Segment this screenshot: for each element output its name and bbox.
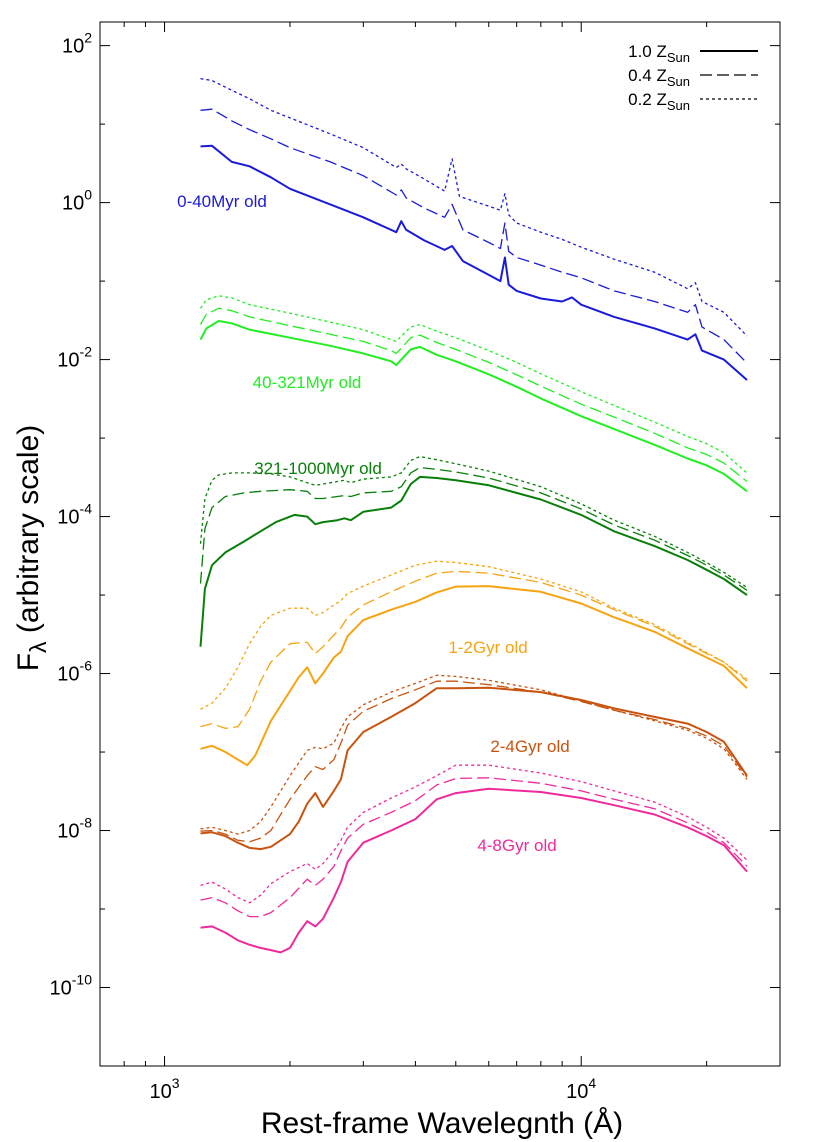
- series-line-1.0: [200, 585, 748, 767]
- series-line-0.4: [200, 570, 748, 730]
- y-axis-title-rest: (arbitrary scale): [12, 425, 45, 642]
- y-tick-label-exp: -8: [80, 815, 93, 831]
- series-line-1.0: [199, 475, 748, 647]
- series-line-1.0: [199, 320, 748, 493]
- y-tick-label: 10-8: [57, 815, 92, 843]
- y-tick-label-base: 10: [57, 821, 79, 843]
- legend-label: 0.4 ZSun: [628, 66, 690, 89]
- series-line-0.2: [200, 674, 748, 835]
- legend-label: 0.2 ZSun: [628, 90, 690, 113]
- y-tick-label-base: 10: [62, 36, 84, 58]
- series-group-5: [200, 764, 748, 954]
- group-labels: 0-40Myr old 40-321Myr old 321-1000Myr old 1…: [177, 192, 570, 855]
- y-tick-label-exp: -6: [80, 658, 93, 674]
- plot-border: [99, 21, 781, 1067]
- x-tick-label-exp: 3: [172, 1075, 180, 1091]
- y-tick-label: 10-4: [57, 501, 92, 529]
- y-tick-label-base: 10: [62, 193, 84, 215]
- y-tick-label: 10-2: [57, 344, 92, 372]
- group-label: 40-321Myr old: [253, 373, 362, 392]
- plot-frame: [99, 21, 781, 1067]
- y-tick-label-exp: 0: [84, 187, 92, 203]
- y-tick-label: 100: [62, 187, 92, 215]
- x-tick-label-base: 10: [566, 1081, 588, 1103]
- x-tick-label-exp: 4: [588, 1075, 596, 1091]
- series-line-0.2: [200, 764, 748, 904]
- y-tick-label-base: 10: [50, 978, 72, 1000]
- x-tick-label: 104: [566, 1075, 596, 1103]
- legend-label-sub: Sun: [667, 50, 690, 65]
- series-line-0.2: [199, 455, 748, 589]
- series-line-0.4: [199, 466, 748, 591]
- series-line-1.0: [200, 144, 748, 381]
- series-line-0.4: [200, 108, 748, 364]
- series-line-0.4: [200, 777, 748, 918]
- series-line-0.4: [199, 307, 748, 483]
- x-tick-label-base: 10: [150, 1081, 172, 1103]
- legend-label-sub: Sun: [667, 74, 690, 89]
- y-tick-label-exp: -2: [80, 344, 93, 360]
- group-label: 321-1000Myr old: [254, 459, 382, 478]
- y-tick-label-exp: 2: [84, 30, 92, 46]
- series-group-1: [199, 295, 748, 493]
- y-tick-label: 10-6: [57, 658, 92, 686]
- series-group-4: [200, 674, 748, 851]
- series-line-0.2: [200, 560, 748, 710]
- series-group-2: [199, 455, 748, 647]
- series-line-0.4: [200, 680, 748, 843]
- y-tick-label-base: 10: [57, 507, 79, 529]
- group-label: 0-40Myr old: [177, 192, 267, 211]
- series-group-0: [200, 77, 748, 381]
- y-axis-title: Fλ (arbitrary scale): [12, 425, 51, 672]
- y-tick-label: 102: [62, 30, 92, 58]
- y-tick-label-exp: -10: [72, 972, 92, 988]
- group-label: 2-4Gyr old: [490, 737, 569, 756]
- series-line-1.0: [200, 787, 748, 954]
- y-tick-label: 10-10: [50, 972, 93, 1000]
- y-tick-label-base: 10: [57, 664, 79, 686]
- x-tick-label: 103: [150, 1075, 180, 1103]
- legend-label: 1.0 ZSun: [628, 42, 690, 65]
- legend-label-sub: Sun: [667, 98, 690, 113]
- y-tick-label-base: 10: [57, 350, 79, 372]
- series-line-1.0: [200, 686, 748, 851]
- series-line-0.2: [200, 77, 748, 337]
- legend-label-main: 0.2 Z: [628, 90, 667, 109]
- series-group-3: [200, 560, 748, 767]
- series-layer: [199, 77, 748, 954]
- x-axis-title: Rest-frame Wavelegnth (Å): [261, 1107, 623, 1140]
- legend-label-main: 1.0 Z: [628, 42, 667, 61]
- y-tick-label-exp: -4: [80, 501, 93, 517]
- group-label: 4-8Gyr old: [477, 836, 556, 855]
- series-line-0.2: [199, 295, 748, 474]
- group-label: 1-2Gyr old: [448, 638, 527, 657]
- y-axis-title-main: F: [12, 653, 45, 671]
- legend-label-main: 0.4 Z: [628, 66, 667, 85]
- x-axis: 103 104: [99, 22, 781, 1103]
- y-axis-title-sub: λ: [25, 641, 51, 653]
